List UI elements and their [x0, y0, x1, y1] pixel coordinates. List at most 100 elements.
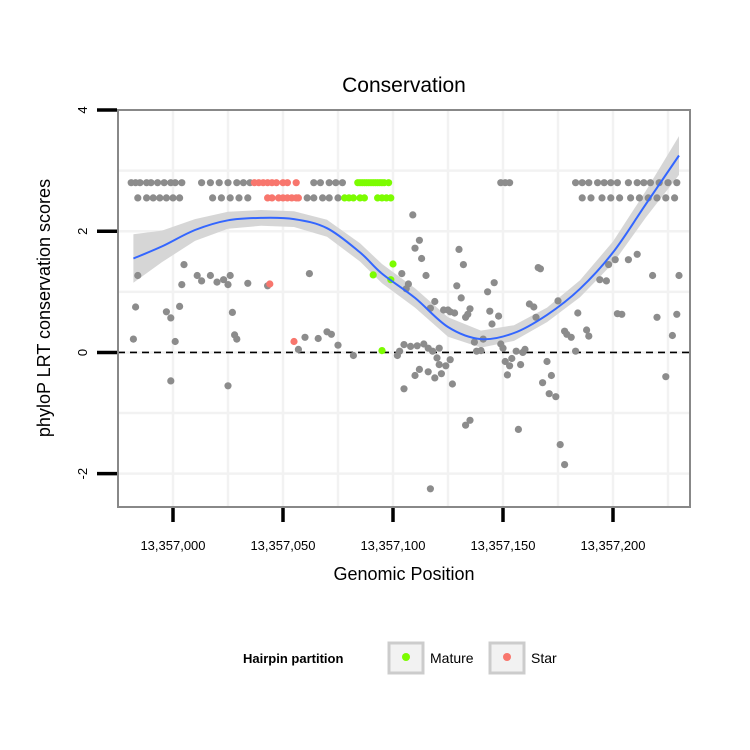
data-point-other [457, 294, 465, 302]
y-tick-label: 4 [75, 106, 90, 113]
data-point-other [226, 271, 234, 280]
data-point-other [228, 308, 236, 316]
data-point-other [484, 288, 492, 296]
data-point-other [668, 331, 677, 340]
data-point-star [268, 194, 276, 202]
data-point-other [224, 179, 232, 187]
data-point-star [266, 280, 274, 288]
data-point-other [303, 194, 311, 202]
data-point-other [664, 179, 672, 187]
data-point-other [616, 194, 624, 202]
data-point-other [547, 371, 556, 380]
x-axis: 13,357,000 13,357,050 13,357,100 13,357,150… [140, 508, 646, 553]
data-point-other [176, 194, 184, 202]
data-point-other [213, 278, 221, 286]
data-point-other [462, 421, 470, 429]
data-point-other [466, 416, 474, 424]
data-point-other [411, 244, 419, 252]
data-point-other [162, 308, 170, 316]
x-tick-label: 13,357,000 [140, 538, 205, 553]
data-point-other [512, 347, 520, 355]
data-point-other [624, 179, 633, 187]
data-point-other [400, 385, 408, 393]
data-point-other [319, 194, 327, 202]
data-point-other [459, 261, 467, 269]
data-point-star [292, 179, 300, 187]
data-point-other [407, 342, 415, 350]
data-point-other [587, 194, 595, 202]
data-point-other [156, 194, 164, 202]
data-point-other [453, 282, 461, 290]
data-point-other [490, 279, 498, 287]
data-point-other [499, 344, 507, 352]
data-point-other [640, 179, 648, 187]
plot-panel [118, 110, 690, 507]
data-point-other [532, 313, 540, 321]
data-point-other [530, 303, 538, 311]
data-point-other [673, 179, 681, 187]
data-point-other [607, 194, 615, 202]
data-point-other [409, 211, 417, 219]
data-point-other [143, 194, 151, 202]
data-point-other [437, 370, 445, 378]
data-point-other [398, 270, 406, 278]
data-point-other [470, 338, 478, 346]
data-point-mature [360, 194, 368, 202]
data-point-other [171, 337, 179, 346]
data-point-other [294, 345, 302, 353]
data-point-other [611, 256, 619, 264]
data-point-other [310, 194, 318, 202]
data-point-other [451, 309, 459, 317]
data-point-other [154, 179, 162, 187]
data-point-other [198, 179, 206, 187]
data-point-other [503, 371, 511, 379]
data-point-other [624, 256, 633, 264]
x-tick-label: 13,357,050 [250, 538, 315, 553]
data-point-other [671, 194, 679, 202]
panel-border [117, 109, 691, 508]
data-point-other [446, 356, 454, 364]
y-tick-label: 0 [75, 349, 90, 356]
data-point-other [224, 382, 232, 390]
data-point-other [486, 307, 494, 315]
data-point-other [613, 179, 622, 187]
data-point-other [646, 179, 655, 187]
data-point-other [539, 379, 547, 387]
chart-title: Conservation [342, 74, 466, 97]
data-point-other [673, 310, 681, 318]
data-point-other [334, 194, 342, 202]
data-point-other [506, 179, 514, 187]
data-point-other [338, 179, 346, 187]
data-point-other [521, 345, 529, 353]
data-point-other [134, 194, 142, 202]
data-point-other [594, 179, 602, 187]
data-point-other [149, 194, 157, 202]
data-point-other [583, 326, 591, 334]
data-point-other [602, 277, 611, 285]
data-point-other [332, 179, 340, 187]
data-point-other [633, 179, 641, 187]
data-point-other [411, 371, 419, 380]
data-point-other [160, 179, 168, 187]
data-point-other [400, 341, 408, 349]
data-point-other [334, 341, 342, 349]
x-tick-label: 13,357,200 [580, 538, 645, 553]
data-point-star [294, 194, 302, 202]
data-point-other [132, 303, 140, 311]
data-point-other [554, 297, 562, 305]
data-point-other [235, 194, 243, 202]
data-point-other [442, 362, 450, 370]
legend-title: Hairpin partition [243, 651, 343, 666]
data-point-other [578, 179, 586, 187]
data-point-other [310, 179, 318, 187]
x-tick-label: 13,357,100 [360, 538, 425, 553]
data-point-star [283, 179, 291, 187]
data-point-other [415, 236, 423, 244]
data-point-other [477, 347, 485, 355]
legend: Hairpin partition Mature Star [243, 641, 557, 675]
data-point-other [605, 261, 613, 269]
data-point-other [653, 313, 661, 321]
panel-background [118, 110, 690, 507]
data-point-other [325, 194, 333, 202]
data-point-other [552, 393, 560, 401]
